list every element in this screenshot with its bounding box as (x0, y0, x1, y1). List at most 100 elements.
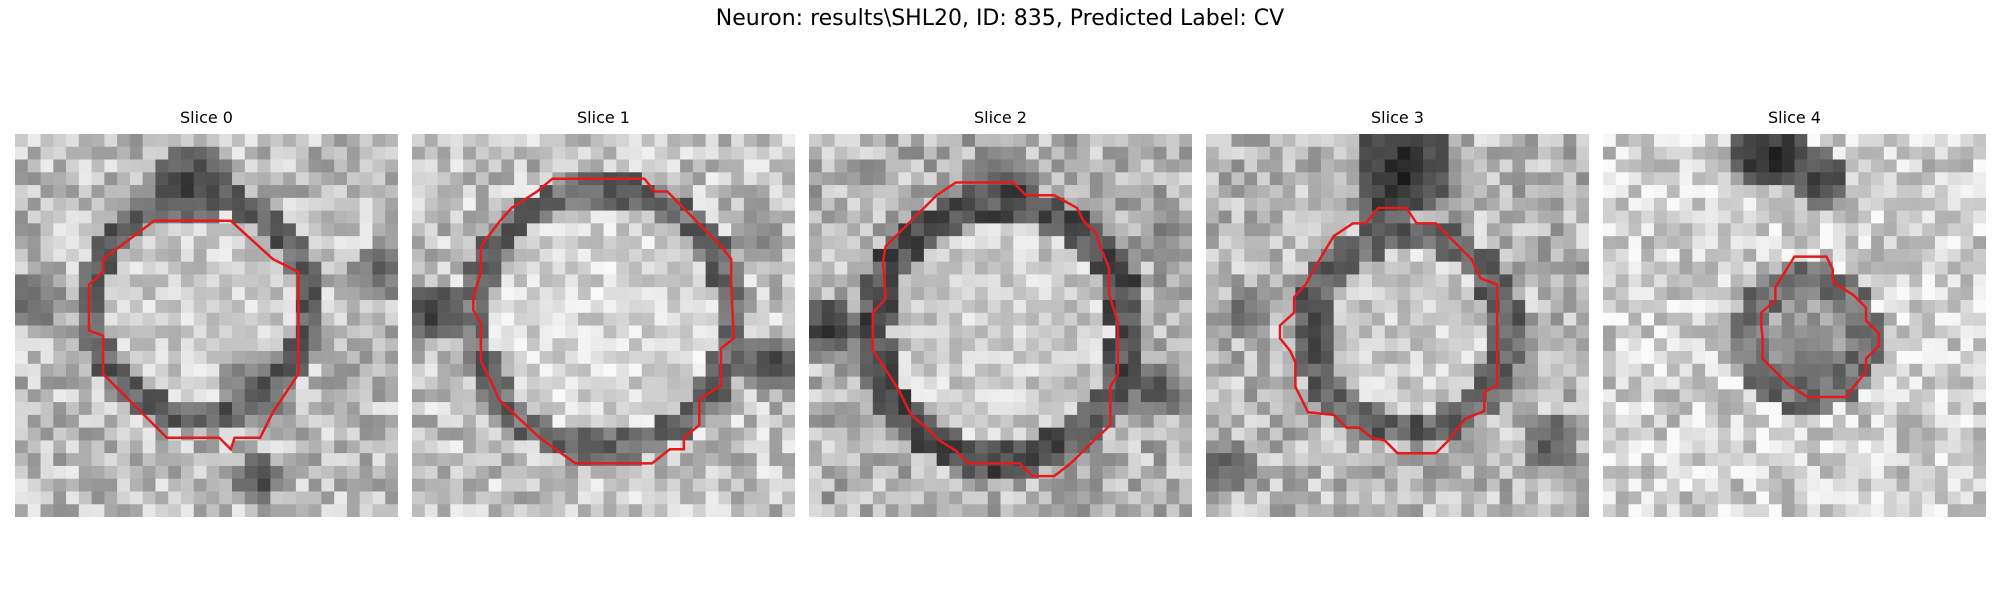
image-pixel (718, 248, 732, 263)
image-pixel (1064, 172, 1078, 186)
image-pixel (91, 287, 105, 301)
image-pixel (1206, 287, 1220, 301)
image-pixel (911, 440, 925, 454)
image-pixel (1051, 427, 1065, 441)
image-pixel (155, 389, 169, 403)
image-pixel (1576, 197, 1589, 212)
image-pixel (155, 287, 169, 301)
image-pixel (1934, 338, 1949, 352)
image-pixel (577, 185, 592, 199)
image-pixel (526, 299, 541, 314)
image-pixel (270, 146, 284, 161)
image-pixel (1013, 440, 1027, 454)
image-pixel (1346, 325, 1360, 339)
image-pixel (1115, 299, 1129, 314)
image-pixel (872, 146, 887, 161)
image-pixel (1423, 197, 1437, 212)
image-pixel (1257, 351, 1271, 365)
image-pixel (1346, 478, 1360, 493)
image-pixel (1730, 159, 1745, 173)
image-pixel (1909, 223, 1923, 237)
image-pixel (334, 287, 348, 301)
image-pixel (1423, 236, 1437, 250)
image-pixel (1051, 363, 1065, 378)
image-pixel (1013, 389, 1027, 403)
image-pixel (412, 465, 426, 480)
image-pixel (346, 414, 361, 429)
image-pixel (450, 172, 464, 186)
image-pixel (1064, 478, 1078, 493)
image-pixel (1858, 389, 1872, 403)
image-pixel (962, 440, 976, 454)
image-pixel (860, 376, 874, 390)
image-pixel (1717, 427, 1732, 441)
image-pixel (1218, 261, 1233, 276)
image-pixel (1576, 504, 1589, 517)
image-pixel (372, 261, 386, 276)
image-pixel (743, 185, 758, 199)
image-pixel (590, 376, 605, 390)
image-pixel (1435, 146, 1450, 161)
image-pixel (1550, 376, 1565, 390)
image-pixel (1308, 248, 1322, 263)
image-pixel (66, 440, 80, 454)
image-pixel (1077, 248, 1091, 263)
image-pixel (1730, 351, 1745, 365)
image-pixel (40, 312, 54, 327)
image-pixel (743, 363, 758, 378)
image-pixel (1423, 338, 1437, 352)
image-pixel (1115, 478, 1129, 493)
image-pixel (1960, 414, 1974, 429)
image-pixel (1909, 197, 1923, 212)
image-pixel (1845, 351, 1859, 365)
image-pixel (129, 351, 144, 365)
image-pixel (629, 376, 643, 390)
image-pixel (1832, 325, 1847, 339)
image-pixel (526, 338, 541, 352)
image-pixel (705, 478, 719, 493)
image-pixel (424, 185, 439, 199)
image-pixel (539, 197, 554, 212)
image-pixel (180, 287, 195, 301)
image-pixel (1371, 389, 1386, 403)
image-pixel (1550, 414, 1565, 429)
image-pixel (1244, 325, 1258, 339)
image-pixel (1832, 197, 1847, 212)
image-pixel (1743, 210, 1757, 224)
image-pixel (1064, 312, 1078, 327)
image-pixel (283, 223, 297, 237)
image-pixel (1960, 465, 1974, 480)
image-pixel (1705, 185, 1719, 199)
image-pixel (1615, 236, 1630, 250)
image-pixel (359, 185, 374, 199)
image-pixel (1461, 363, 1475, 378)
image-pixel (1679, 363, 1693, 378)
image-pixel (1883, 146, 1898, 161)
image-pixel (193, 453, 208, 467)
image-pixel (1615, 351, 1630, 365)
image-pixel (40, 440, 54, 454)
image-pixel (936, 299, 951, 314)
image-pixel (424, 478, 439, 493)
image-pixel (1077, 363, 1091, 378)
image-pixel (155, 402, 169, 416)
image-pixel (1563, 376, 1577, 390)
image-pixel (680, 389, 694, 403)
image-pixel (1077, 185, 1091, 199)
image-pixel (437, 491, 451, 505)
image-pixel (385, 185, 398, 199)
image-pixel (15, 197, 29, 212)
image-pixel (898, 312, 912, 327)
image-pixel (232, 223, 246, 237)
image-pixel (1257, 338, 1271, 352)
image-pixel (821, 478, 836, 493)
image-pixel (283, 185, 297, 199)
image-pixel (1064, 236, 1078, 250)
image-pixel (1257, 236, 1271, 250)
image-pixel (488, 274, 502, 288)
image-pixel (1537, 338, 1552, 352)
image-pixel (1973, 287, 1986, 301)
image-pixel (898, 159, 912, 173)
image-pixel (782, 134, 795, 148)
image-pixel (1883, 134, 1898, 148)
